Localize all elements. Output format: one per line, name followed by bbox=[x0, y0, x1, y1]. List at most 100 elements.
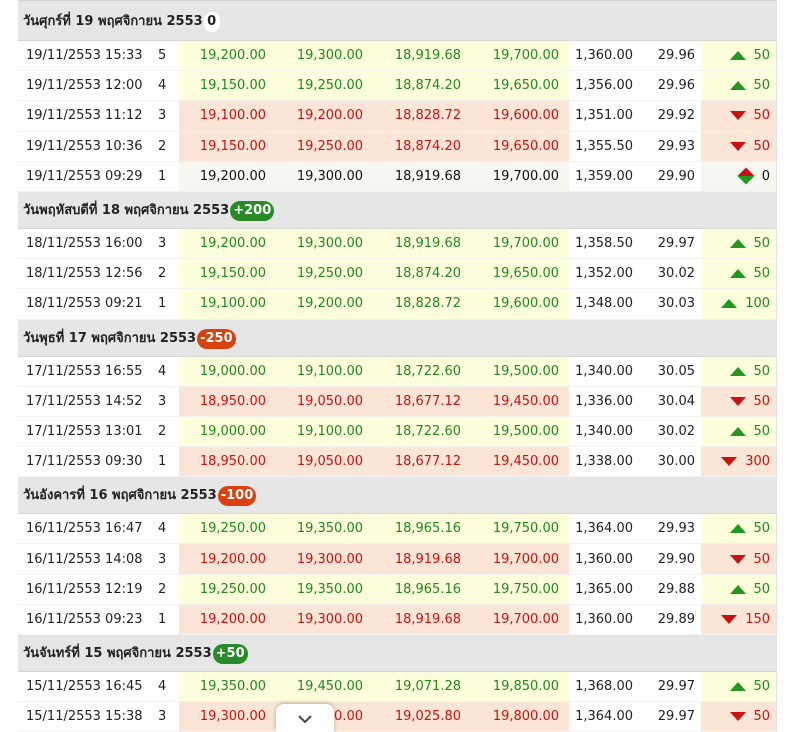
arrow-up-icon bbox=[729, 51, 746, 61]
cell-orn-sell: 19,700.00 bbox=[471, 228, 569, 260]
cell-datetime: 15/11/2553 16:45 bbox=[18, 671, 154, 703]
cell-datetime: 17/11/2553 09:30 bbox=[18, 446, 154, 478]
change-value: 50 bbox=[753, 423, 771, 439]
cell-orn-buy: 18,919.68 bbox=[373, 604, 471, 636]
cell-thb: 29.96 bbox=[639, 70, 701, 102]
day-title: วันจันทร์ที่ 15 พฤศจิกายน 2553 bbox=[23, 646, 212, 661]
cell-usd: 1,360.00 bbox=[569, 543, 639, 575]
cell-round: 2 bbox=[154, 416, 179, 448]
cell-orn-buy: 18,965.16 bbox=[373, 513, 471, 545]
cell-usd: 1,340.00 bbox=[569, 356, 639, 387]
day-header: วันศุกร์ที่ 19 พฤศจิกายน 2553 0 bbox=[18, 0, 777, 41]
cell-round: 3 bbox=[154, 228, 179, 260]
cell-thb: 30.03 bbox=[639, 288, 701, 320]
change-value: 50 bbox=[753, 393, 771, 409]
cell-bar-sell: 19,200.00 bbox=[276, 288, 373, 320]
cell-bar-sell: 19,300.00 bbox=[276, 161, 373, 192]
day-title: วันศุกร์ที่ 19 พฤศจิกายน 2553 bbox=[23, 13, 203, 29]
cell-orn-sell: 19,700.00 bbox=[471, 604, 569, 636]
change-value: 300 bbox=[745, 454, 771, 470]
cell-thb: 29.97 bbox=[639, 671, 701, 703]
cell-bar-sell: 19,300.00 bbox=[276, 228, 373, 260]
cell-bar-sell: 19,200.00 bbox=[276, 100, 373, 132]
cell-usd: 1,359.00 bbox=[569, 161, 639, 192]
change-value: 50 bbox=[753, 709, 771, 725]
cell-datetime: 19/11/2553 10:36 bbox=[18, 131, 154, 162]
cell-datetime: 16/11/2553 16:47 bbox=[18, 513, 154, 545]
cell-orn-buy: 18,919.68 bbox=[373, 161, 471, 192]
cell-orn-sell: 19,500.00 bbox=[471, 416, 569, 448]
price-row: 17/11/2553 13:01 2 19,000.00 19,100.00 18,72… bbox=[18, 416, 777, 448]
cell-change: 150 bbox=[701, 604, 777, 636]
price-row: 18/11/2553 09:21 1 19,100.00 19,200.00 18,82… bbox=[18, 288, 777, 320]
cell-change: 50 bbox=[701, 40, 777, 72]
scroll-down-button[interactable] bbox=[276, 704, 334, 732]
cell-orn-buy: 18,919.68 bbox=[373, 40, 471, 72]
day-header: วันอังคารที่ 16 พฤศจิกายน 2553 -100 bbox=[18, 476, 777, 515]
cell-bar-buy: 19,350.00 bbox=[179, 671, 276, 703]
day-title: วันพฤหัสบดีที่ 18 พฤศจิกายน 2553 bbox=[23, 202, 230, 218]
price-row: 18/11/2553 12:56 2 19,150.00 19,250.00 18,87… bbox=[18, 258, 777, 290]
change-value: 100 bbox=[745, 296, 771, 312]
cell-round: 1 bbox=[154, 446, 179, 478]
cell-round: 4 bbox=[154, 70, 179, 102]
cell-thb: 29.97 bbox=[639, 228, 701, 260]
arrow-down-icon bbox=[729, 111, 746, 121]
cell-datetime: 16/11/2553 09:23 bbox=[18, 604, 154, 636]
change-value: 50 bbox=[753, 138, 771, 154]
change-value: 50 bbox=[753, 521, 771, 537]
cell-change: 50 bbox=[701, 386, 777, 417]
cell-bar-buy: 19,250.00 bbox=[179, 574, 276, 605]
cell-datetime: 16/11/2553 14:08 bbox=[18, 543, 154, 575]
cell-round: 1 bbox=[154, 161, 179, 192]
price-row: 19/11/2553 12:00 4 19,150.00 19,250.00 18,87… bbox=[18, 70, 777, 102]
price-row: 15/11/2553 16:45 4 19,350.00 19,450.00 19,07… bbox=[18, 671, 777, 703]
cell-round: 3 bbox=[154, 100, 179, 132]
cell-change: 50 bbox=[701, 100, 777, 132]
price-row: 19/11/2553 11:12 3 19,100.00 19,200.00 18,82… bbox=[18, 100, 777, 132]
cell-bar-sell: 19,250.00 bbox=[276, 70, 373, 102]
cell-orn-buy: 18,722.60 bbox=[373, 356, 471, 387]
cell-change: 50 bbox=[701, 574, 777, 605]
cell-orn-buy: 18,919.68 bbox=[373, 543, 471, 575]
cell-change: 50 bbox=[701, 701, 777, 732]
cell-usd: 1,340.00 bbox=[569, 416, 639, 448]
cell-thb: 29.89 bbox=[639, 604, 701, 636]
cell-change: 50 bbox=[701, 70, 777, 102]
arrow-up-icon bbox=[729, 682, 746, 692]
cell-datetime: 17/11/2553 13:01 bbox=[18, 416, 154, 448]
arrow-up-icon bbox=[729, 81, 746, 91]
cell-change: 50 bbox=[701, 228, 777, 260]
price-row: 15/11/2553 15:38319,300.0019,400.0019,02… bbox=[18, 701, 777, 732]
gold-price-history-table: วันศุกร์ที่ 19 พฤศจิกายน 2553 0 19/11/2553… bbox=[18, 0, 777, 732]
price-row: 17/11/2553 14:52 3 18,950.00 19,050.00 18,67… bbox=[18, 386, 777, 417]
change-value: 50 bbox=[753, 108, 771, 124]
day-change-badge: +50 bbox=[212, 644, 248, 664]
arrow-up-icon bbox=[721, 299, 738, 309]
cell-datetime: 18/11/2553 12:56 bbox=[18, 258, 154, 290]
cell-bar-sell: 19,050.00 bbox=[276, 386, 373, 417]
cell-thb: 29.92 bbox=[639, 100, 701, 132]
cell-datetime: 18/11/2553 09:21 bbox=[18, 288, 154, 320]
cell-datetime: 15/11/2553 15:38 bbox=[18, 701, 154, 732]
cell-round: 4 bbox=[154, 671, 179, 703]
cell-round: 1 bbox=[154, 288, 179, 320]
cell-round: 5 bbox=[154, 40, 179, 72]
cell-change: 0 bbox=[701, 161, 777, 192]
cell-usd: 1,358.50 bbox=[569, 228, 639, 260]
cell-change: 50 bbox=[701, 258, 777, 290]
arrow-up-icon bbox=[729, 366, 746, 376]
cell-orn-sell: 19,650.00 bbox=[471, 70, 569, 102]
cell-change: 50 bbox=[701, 671, 777, 703]
cell-thb: 30.05 bbox=[639, 356, 701, 387]
arrow-down-icon bbox=[721, 457, 738, 467]
cell-change: 50 bbox=[701, 131, 777, 162]
cell-bar-sell: 19,050.00 bbox=[276, 446, 373, 478]
arrow-up-icon bbox=[729, 524, 746, 534]
price-row: 19/11/2553 09:29 1 19,200.00 19,300.00 18,91… bbox=[18, 161, 777, 192]
cell-orn-sell: 19,600.00 bbox=[471, 288, 569, 320]
cell-usd: 1,351.00 bbox=[569, 100, 639, 132]
price-row: 17/11/2553 16:55 4 19,000.00 19,100.00 18,72… bbox=[18, 356, 777, 387]
cell-orn-buy: 18,874.20 bbox=[373, 258, 471, 290]
change-value: 50 bbox=[753, 363, 771, 379]
